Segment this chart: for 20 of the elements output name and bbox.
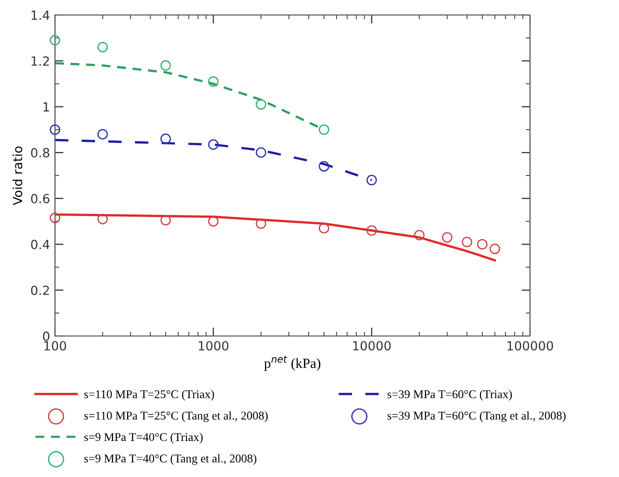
x-tick-label: 100: [44, 341, 66, 351]
y-tick-label: 1.2: [32, 56, 49, 66]
y-tick-label: 0.8: [31, 148, 50, 158]
x-axis-title: p$^{net}$ (kPa): [264, 356, 320, 371]
y-tick-label: 1: [44, 102, 49, 112]
y-tick-label: 0.2: [31, 286, 49, 296]
y-tick-label: 1.4: [32, 10, 50, 20]
y-axis-title: Void ratio: [12, 146, 22, 206]
legend-label: s=39 MPa T=60°C (Tang et al., 2008): [388, 411, 566, 422]
y-tick-label: 0.6: [31, 194, 50, 204]
y-tick-label: 0: [43, 331, 50, 341]
legend-label: s=9 MPa T=40°C (Tang et al., 2008): [84, 454, 256, 465]
legend-label: s=39 MPa T=60°C (Triax): [388, 390, 512, 401]
x-tick-label: 1000: [198, 341, 228, 351]
legend-label: s=110 MPa T=25°C (Tang et al., 2008): [84, 411, 268, 422]
x-tick-label: 100000: [508, 341, 554, 351]
legend-label: s=110 MPa T=25°C (Triax): [84, 390, 214, 401]
x-tick-label: 10000: [353, 341, 391, 351]
y-tick-label: 0.4: [31, 240, 50, 250]
legend-label: s=9 MPa T=40°C (Triax): [84, 432, 203, 444]
